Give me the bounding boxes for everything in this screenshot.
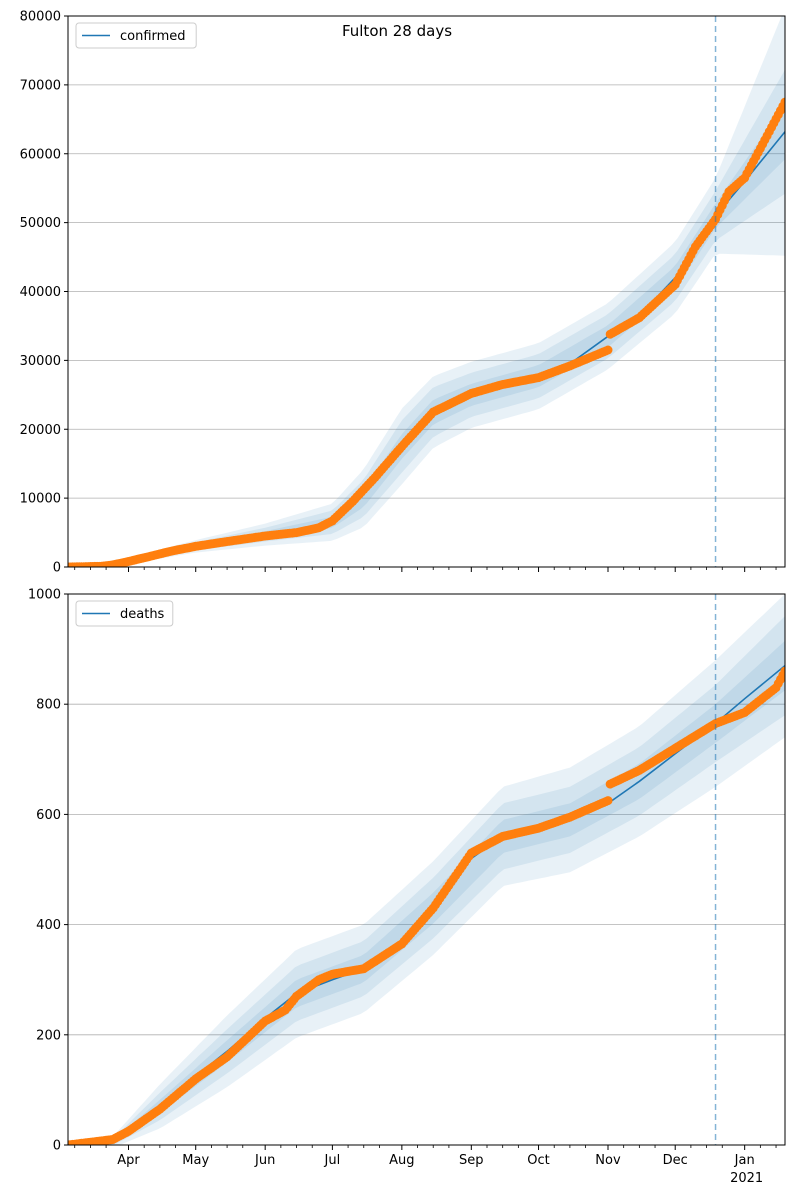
observed-points <box>68 97 785 567</box>
y-tick-label: 200 <box>36 1028 61 1043</box>
x-tick-label: Apr <box>117 1153 140 1168</box>
uncertainty-band-outer <box>68 16 785 567</box>
x-tick-label: Aug <box>389 1153 414 1168</box>
y-tick-label: 70000 <box>20 78 61 93</box>
x-tick-label: Dec <box>663 1153 688 1168</box>
observed-point <box>780 97 785 107</box>
y-tick-label: 1000 <box>28 588 61 603</box>
y-tick-label: 50000 <box>20 216 61 231</box>
y-tick-label: 20000 <box>20 423 61 438</box>
legend-box <box>75 22 197 49</box>
observed-point <box>603 796 613 806</box>
y-tick-label: 0 <box>53 1139 61 1154</box>
axes-frame <box>67 593 786 1146</box>
legend-label: deaths <box>120 607 165 622</box>
observed-point <box>603 345 613 355</box>
x-tick-label: Jul <box>324 1153 341 1168</box>
observed-points <box>68 666 785 1145</box>
x-year-label: 2021 <box>730 1171 763 1186</box>
plot-area <box>68 594 785 1145</box>
confirmed-panel: 0 10000 20000 30000 40000 50000 60000 70000 8000… <box>20 10 786 576</box>
deaths-panel: 0 200 400 600 800 1000 Apr May Jun Jul Aug Sep Oct No… <box>28 588 786 1186</box>
y-tick-label: 0 <box>53 561 61 576</box>
y-tick-label: 800 <box>36 698 61 713</box>
x-tick-label: Jan <box>734 1153 755 1168</box>
y-tick-label: 30000 <box>20 354 61 369</box>
uncertainty-band-middle <box>68 616 785 1145</box>
y-tick-label: 10000 <box>20 492 61 507</box>
y-tick-label: 400 <box>36 918 61 933</box>
x-tick-label: Nov <box>595 1153 621 1168</box>
uncertainty-band-outer <box>68 594 785 1145</box>
legend-label: confirmed <box>120 29 186 44</box>
legend: confirmed <box>75 22 197 49</box>
observed-point <box>780 666 785 676</box>
legend: deaths <box>75 600 174 627</box>
y-tick-label: 80000 <box>20 10 61 25</box>
y-tick-label: 600 <box>36 808 61 823</box>
plot-area <box>68 16 785 567</box>
x-tick-label: May <box>182 1153 209 1168</box>
y-tick-label: 40000 <box>20 285 61 300</box>
x-tick-label: Jun <box>254 1153 275 1168</box>
legend-box <box>75 600 174 627</box>
x-tick-label: Sep <box>459 1153 484 1168</box>
x-tick-label: Oct <box>527 1153 549 1168</box>
y-tick-label: 60000 <box>20 147 61 162</box>
chart-title: Fulton 28 days <box>342 22 452 40</box>
